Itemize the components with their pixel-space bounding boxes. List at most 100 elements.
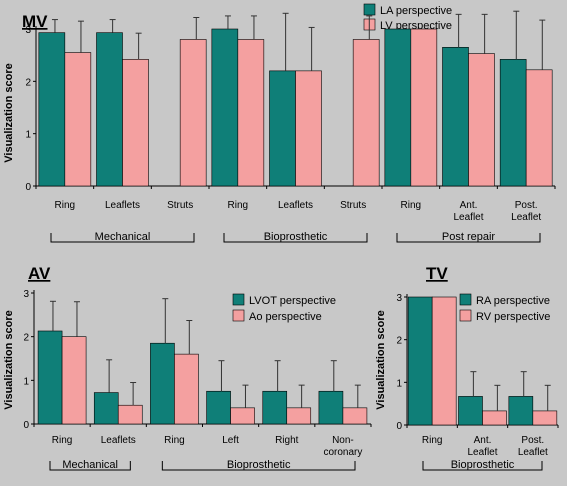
x-tick-label: Post. Leaflet (511, 200, 541, 223)
bar-mv-s0-c1 (96, 32, 123, 187)
chart-tv-ylabel: Visualization score (375, 310, 387, 409)
legend-label-rv: RV perspective (476, 311, 550, 323)
bar-av-s1-c5 (342, 407, 368, 425)
chart-mv-ylabel: Visualization score (3, 63, 15, 162)
y-tick-label: 1 (396, 378, 402, 389)
bar-av-s0-c1 (93, 392, 119, 425)
bar-mv-s0-c3 (211, 28, 239, 187)
bar-mv-s0-c4 (269, 70, 296, 187)
x-tick-label: Right (275, 435, 299, 446)
x-tick-label: Non-coronary (323, 435, 362, 458)
group-bracket-av-1 (161, 461, 356, 471)
group-label-mv-0: Mechanical (95, 231, 151, 243)
bar-tv-s1-c0 (431, 296, 457, 426)
chart-marks: 0 1 2 3 Ring Leaflets Struts Ring Leaflets Struts… (23, 10, 559, 471)
chart-mv-title: MV (22, 12, 48, 31)
bar-mv-s1-c7 (468, 53, 495, 187)
group-label-mv-2: Post repair (442, 231, 496, 243)
chart-tv: TV Visualization score RA perspective RV… (375, 264, 550, 410)
y-tick-label: 2 (25, 77, 31, 88)
bar-av-s0-c2 (150, 342, 175, 425)
y-tick-label: 3 (25, 25, 31, 36)
bar-av-s1-c3 (230, 407, 255, 425)
group-label-tv-0: Bioprosthetic (451, 459, 515, 471)
legend-swatch-lvot (232, 293, 245, 306)
group-bracket-av-0 (49, 461, 131, 471)
bar-mv-s1-c3 (237, 39, 265, 187)
group-label-av-1: Bioprosthetic (227, 459, 291, 471)
legend-label-ao: Ao perspective (249, 311, 322, 323)
y-tick-label: 1 (23, 376, 29, 387)
bar-mv-s1-c0 (64, 52, 92, 187)
bar-tv-s1-c1 (482, 410, 507, 426)
chart-av-title: AV (28, 264, 51, 283)
group-bracket-mv-2 (396, 233, 541, 243)
legend-swatch-ao (232, 309, 245, 322)
chart-tv-legend: RA perspective RV perspective (459, 293, 550, 323)
legend-label-ra: RA perspective (476, 295, 550, 307)
bar-av-s0-c0 (37, 330, 63, 425)
bar-tv-s0-c2 (508, 396, 534, 426)
bar-mv-s1-c2 (179, 39, 207, 187)
legend-swatch-rv (459, 309, 472, 322)
bar-tv-s0-c1 (458, 396, 483, 426)
x-tick-label: Leaflets (105, 200, 140, 211)
bar-av-s1-c4 (286, 407, 312, 425)
legend-label-lvot: LVOT perspective (249, 295, 336, 307)
x-tick-label: Ring (52, 435, 73, 446)
x-tick-label: Ring (401, 200, 422, 211)
bar-mv-s0-c6 (384, 28, 412, 187)
bar-av-s1-c2 (174, 353, 199, 425)
y-tick-label: 3 (23, 289, 29, 300)
chart-tv-plot: 0 1 2 3 Ring Ant. Leaflet Post. LeafletBioprosth… (396, 293, 559, 471)
x-tick-label: Leaflets (101, 435, 136, 446)
bar-mv-s1-c4 (295, 70, 322, 187)
chart-av-ylabel: Visualization score (3, 310, 15, 409)
bar-mv-s1-c8 (525, 69, 553, 187)
chart-mv-plot: 0 1 2 3 Ring Leaflets Struts Ring Leaflets Struts… (25, 10, 556, 243)
x-tick-label: Ring (55, 200, 76, 211)
bar-av-s1-c0 (61, 336, 87, 425)
group-bracket-mv-0 (50, 233, 195, 243)
bar-mv-s1-c1 (122, 59, 149, 187)
group-bracket-mv-1 (223, 233, 368, 243)
legend-swatch-la (363, 3, 376, 16)
y-tick-label: 0 (396, 421, 402, 432)
group-label-mv-1: Bioprosthetic (264, 231, 328, 243)
x-tick-label: Ring (228, 200, 249, 211)
y-tick-label: 2 (396, 336, 402, 347)
group-label-av-0: Mechanical (62, 459, 118, 471)
x-tick-label: Leaflets (278, 200, 313, 211)
bar-mv-s0-c8 (499, 59, 527, 187)
y-tick-label: 1 (25, 130, 31, 141)
chart-av: AV Visualization score LVOT perspective … (3, 264, 336, 410)
x-tick-label: Struts (340, 200, 366, 211)
bar-av-s0-c4 (262, 390, 288, 425)
bar-av-s1-c1 (117, 404, 143, 425)
legend-label-la: LA perspective (380, 5, 452, 17)
bar-mv-s1-c5 (352, 39, 380, 187)
bar-tv-s0-c0 (407, 296, 433, 426)
y-tick-label: 0 (25, 182, 31, 193)
y-tick-label: 0 (23, 420, 29, 431)
bar-mv-s0-c0 (38, 32, 66, 187)
x-tick-label: Ring (422, 435, 443, 446)
y-tick-label: 2 (23, 333, 29, 344)
bar-mv-s1-c6 (410, 28, 438, 187)
chart-av-legend: LVOT perspective Ao perspective (232, 293, 336, 323)
bar-mv-s0-c7 (442, 47, 469, 187)
bar-tv-s1-c2 (532, 410, 558, 426)
bar-av-s0-c3 (206, 390, 231, 425)
x-tick-label: Left (222, 435, 239, 446)
y-tick-label: 3 (396, 293, 402, 304)
group-bracket-tv-0 (422, 461, 543, 471)
chart-tv-title: TV (426, 264, 448, 283)
x-tick-label: Post. Leaflet (518, 435, 548, 458)
legend-swatch-ra (459, 293, 472, 306)
chart-av-plot: 0 1 2 3 Ring Leaflets Ring Left Right Non-coronar… (23, 289, 372, 471)
x-tick-label: Ant. Leaflet (467, 435, 497, 458)
x-tick-label: Ant. Leaflet (453, 200, 483, 223)
x-tick-label: Ring (164, 435, 185, 446)
